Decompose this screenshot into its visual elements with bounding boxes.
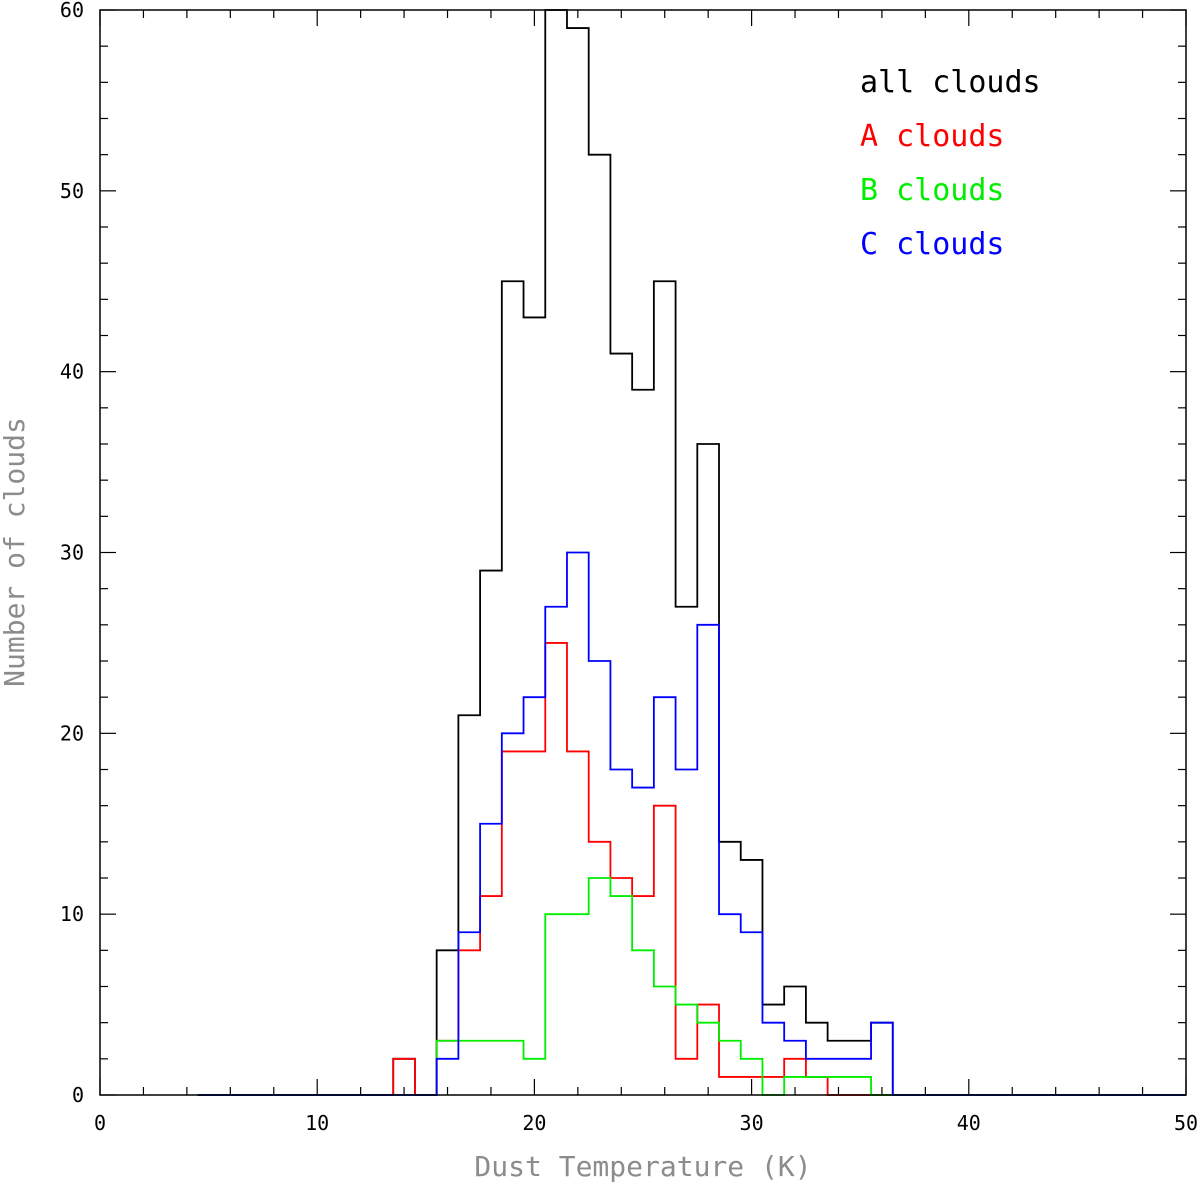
y-tick-label: 0 bbox=[72, 1083, 84, 1107]
x-tick-label: 0 bbox=[94, 1111, 106, 1135]
y-tick-label: 40 bbox=[60, 360, 84, 384]
y-tick-label: 30 bbox=[60, 541, 84, 565]
y-tick-label: 60 bbox=[60, 0, 84, 22]
series-group bbox=[197, 9, 1186, 1096]
legend-item-b-clouds: B clouds bbox=[860, 173, 1005, 208]
x-tick-label: 10 bbox=[305, 1111, 329, 1135]
legend-item-c-clouds: C clouds bbox=[860, 227, 1005, 262]
axis-ticks bbox=[99, 9, 1187, 1096]
x-axis-title: Dust Temperature (K) bbox=[474, 1150, 811, 1183]
x-tick-label: 30 bbox=[740, 1111, 764, 1135]
y-tick-label: 20 bbox=[60, 721, 84, 745]
tick-labels: 0 10 20 30 40 50 0 10 20 30 40 50 60 bbox=[60, 0, 1198, 1135]
x-tick-label: 40 bbox=[957, 1111, 981, 1135]
legend: all clouds A clouds B clouds C clouds bbox=[860, 65, 1041, 262]
series-c-clouds-step-line bbox=[197, 551, 1186, 1096]
y-tick-label: 10 bbox=[60, 902, 84, 926]
series-all-clouds-step-line bbox=[197, 9, 1186, 1096]
series-b-clouds-step-line bbox=[197, 877, 1186, 1096]
x-tick-label: 20 bbox=[522, 1111, 546, 1135]
legend-item-a-clouds: A clouds bbox=[860, 119, 1005, 154]
series-a-clouds-step-line bbox=[197, 642, 1186, 1096]
y-tick-label: 50 bbox=[60, 179, 84, 203]
y-axis-title: Number of clouds bbox=[0, 417, 31, 687]
x-tick-label: 50 bbox=[1174, 1111, 1198, 1135]
plot-frame bbox=[99, 9, 1187, 1096]
legend-item-all-clouds: all clouds bbox=[860, 65, 1041, 100]
